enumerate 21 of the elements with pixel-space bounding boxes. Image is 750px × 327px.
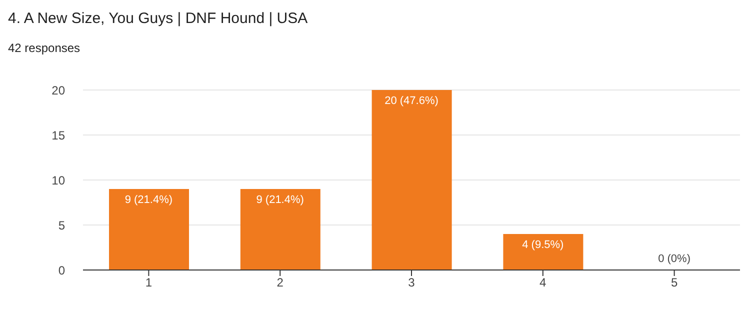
data-label: 9 (21.4%) <box>256 194 304 206</box>
y-tick-label: 10 <box>52 173 66 188</box>
bar <box>372 90 452 270</box>
y-tick-label: 20 <box>52 83 66 98</box>
bar <box>240 189 320 270</box>
x-tick-label: 4 <box>540 276 547 290</box>
x-tick-label: 5 <box>670 276 678 290</box>
x-tick-label: 1 <box>145 276 152 290</box>
bar <box>109 189 189 270</box>
y-tick-label: 15 <box>52 128 66 142</box>
data-label: 4 (9.5%) <box>522 239 564 251</box>
x-tick-label: 3 <box>408 276 416 290</box>
data-label: 0 (0%) <box>658 253 691 265</box>
data-label: 20 (47.6%) <box>384 95 438 107</box>
bar <box>503 234 584 270</box>
y-tick-label: 5 <box>58 218 66 232</box>
data-label: 9 (21.4%) <box>124 194 173 206</box>
y-tick-label: 0 <box>58 263 66 278</box>
x-tick-label: 2 <box>276 276 284 290</box>
chart-subtitle: 42 responses <box>8 41 80 55</box>
chart-title: 4. A New Size, You Guys | DNF Hound | USA <box>8 10 308 27</box>
